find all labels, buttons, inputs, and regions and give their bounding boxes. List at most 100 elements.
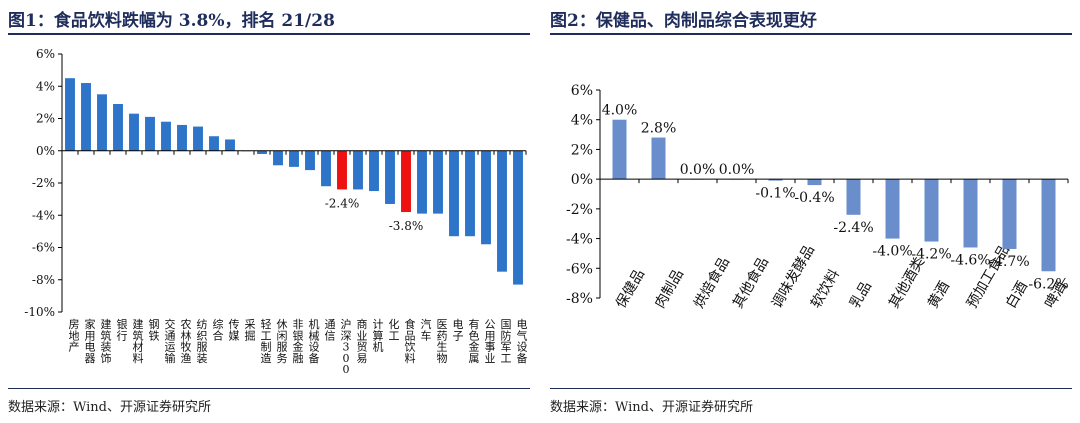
y-tick-label: 4% — [36, 79, 55, 93]
bar-调味发酵品 — [768, 179, 783, 181]
x-tick-label: 轻工制造 — [261, 317, 272, 365]
bar-化工 — [385, 150, 395, 204]
x-tick-label: 公用事业 — [485, 318, 496, 365]
bar-商业贸易 — [353, 150, 363, 190]
x-tick-label: 综合 — [213, 317, 224, 342]
x-tick-label: 汽车 — [421, 317, 432, 342]
x-tick-label: 烘焙食品 — [690, 254, 733, 311]
source-rule-2 — [550, 388, 1072, 389]
x-tick-label: 钢铁 — [149, 318, 160, 342]
data-label: -4.2% — [911, 247, 951, 263]
chart-title-1: 图1：食品饮料跌幅为 3.8%，排名 21/28 — [8, 11, 335, 31]
x-tick-label: 银行 — [117, 317, 128, 342]
data-label: 4.0% — [602, 103, 638, 119]
bar-计算机 — [369, 150, 379, 192]
bar-啤酒 — [1041, 179, 1056, 272]
chart-title-2: 图2：保健品、肉制品综合表现更好 — [550, 11, 817, 31]
y-tick-label: -2% — [566, 202, 593, 218]
x-tick-label: 黄酒 — [924, 278, 953, 311]
bar-有色金属 — [465, 150, 475, 237]
y-tick-label: -6% — [566, 261, 593, 277]
x-tick-label: 休闲服务 — [277, 318, 288, 365]
bar-电气设备 — [513, 150, 523, 285]
y-tick-label: 0% — [571, 172, 593, 188]
bar-传媒 — [225, 139, 235, 151]
bar-机械设备 — [305, 150, 315, 171]
data-label: -0.1% — [755, 186, 795, 202]
source-note-1: 数据来源：Wind、开源证券研究所 — [8, 400, 211, 415]
bar-国防军工 — [497, 150, 507, 272]
y-tick-label: 6% — [571, 83, 593, 99]
x-tick-label: 房地产 — [69, 318, 80, 354]
x-tick-label: 食品饮料 — [405, 317, 416, 365]
x-tick-label: 家用电器 — [85, 317, 96, 365]
bar-纺织服装 — [193, 126, 203, 151]
chart-panel-2: 图2：保健品、肉制品综合表现更好 6% 4% 2% 0% -2% -4% -6% -8% 4.0… — [542, 0, 1080, 423]
bar-沪深300 — [337, 150, 347, 190]
x-tick-label: 传媒 — [229, 318, 240, 342]
x-tick-label: 医药生物 — [437, 318, 448, 365]
bar-综合 — [209, 136, 219, 151]
x-tick-label: 机械设备 — [309, 317, 320, 365]
y-tick-label: -8% — [566, 291, 593, 307]
bar-建筑材料 — [129, 113, 139, 151]
bar-钢铁 — [145, 116, 155, 151]
bar-休闲服务 — [273, 150, 283, 166]
x-tick-label: 沪深 3 0 0 — [341, 317, 352, 376]
bar-房地产 — [65, 78, 75, 151]
bar-白酒 — [1002, 179, 1017, 249]
y-tick-label: 6% — [36, 47, 55, 61]
bar-其他酒类 — [885, 179, 900, 239]
y-tick-label: -10% — [24, 305, 55, 319]
bar-肉制品 — [651, 137, 666, 180]
data-label: -6.2% — [1028, 276, 1068, 292]
x-tick-label: 采掘 — [245, 318, 256, 342]
data-label: 0.0% — [680, 162, 716, 178]
x-tick-label: 计算机 — [373, 318, 384, 354]
title-rule-2 — [550, 33, 1072, 35]
x-tick-label: 保健品 — [613, 267, 648, 311]
y-tick-label: -4% — [32, 208, 55, 222]
x-tick-label: 乳品 — [847, 279, 875, 311]
data-label: -4.6% — [950, 252, 990, 268]
chart-panel-1: 图1：食品饮料跌幅为 3.8%，排名 21/28 6% 4% 2% 0% -2% -4% -… — [0, 0, 538, 423]
x-tick-label: 非银金融 — [293, 318, 304, 365]
y-tick-label: -4% — [566, 232, 593, 248]
x-tick-label: 有色金属 — [469, 317, 480, 365]
bar-银行 — [113, 103, 123, 151]
x-tick-label: 建筑材料 — [133, 317, 144, 365]
x-tick-label: 软饮料 — [808, 267, 843, 311]
bar-农林牧渔 — [177, 124, 187, 151]
x-tick-label: 肉制品 — [652, 267, 687, 311]
data-label: -4.0% — [872, 244, 912, 260]
x-tick-label: 纺织服装 — [197, 317, 208, 365]
bar-软饮料 — [807, 179, 822, 186]
x-tick-label: 农林牧渔 — [181, 317, 192, 365]
y-tick-label: 4% — [571, 113, 593, 129]
source-note-2: 数据来源：Wind、开源证券研究所 — [550, 400, 753, 415]
bar-通信 — [321, 150, 331, 187]
x-tick-label: 其他酒类 — [886, 255, 928, 311]
x-tick-label: 电子 — [453, 318, 464, 342]
x-tick-label: 建筑装饰 — [101, 317, 112, 365]
title-rule-1 — [8, 33, 530, 35]
data-label: -2.4% — [325, 196, 360, 210]
y-tick-label: 0% — [36, 144, 55, 158]
data-label: -0.4% — [794, 190, 834, 206]
bar-汽车 — [417, 150, 427, 214]
bar-chart-1: 6% 4% 2% 0% -2% -4% -6% -8% -10% 房地产家用电器建筑装饰银行建筑材… — [24, 47, 527, 376]
bar-轻工制造 — [257, 150, 267, 154]
x-tick-label: 国防军工 — [501, 318, 512, 365]
data-label: 0.0% — [719, 162, 755, 178]
y-tick-label: 2% — [571, 142, 593, 158]
y-tick-label: -2% — [32, 176, 55, 190]
bar-预加工食品 — [963, 179, 978, 248]
bar-黄酒 — [924, 179, 939, 242]
y-tick-label: -8% — [32, 273, 55, 287]
bar-建筑装饰 — [97, 94, 107, 151]
data-label: 2.8% — [641, 121, 677, 137]
data-label: -3.8% — [389, 219, 424, 233]
bar-chart-2: 6% 4% 2% 0% -2% -4% -6% -8% 4.0% 保健品 2.8% 肉制品 0.0% 烘焙… — [566, 83, 1070, 311]
x-tick-label: 商业贸易 — [357, 317, 368, 365]
bar-公用事业 — [481, 150, 491, 245]
